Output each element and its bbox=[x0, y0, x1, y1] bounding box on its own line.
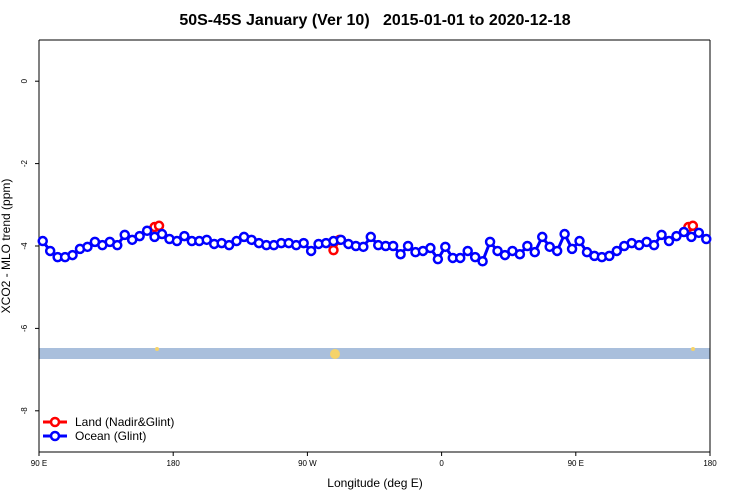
data-point bbox=[335, 234, 347, 246]
data-point bbox=[440, 241, 451, 253]
data-point bbox=[499, 249, 511, 261]
x-axis-label: Longitude (deg E) bbox=[327, 476, 422, 490]
x-tick-label: 90 E bbox=[568, 459, 584, 468]
data-point bbox=[462, 245, 473, 257]
data-point bbox=[514, 248, 526, 260]
data-point bbox=[432, 253, 444, 265]
data-point bbox=[179, 230, 190, 242]
coverage-marker bbox=[330, 349, 340, 359]
legend-marker bbox=[49, 430, 61, 442]
data-point bbox=[231, 235, 242, 247]
data-point bbox=[134, 230, 145, 242]
data-point bbox=[656, 229, 667, 241]
data-point bbox=[469, 251, 481, 263]
coverage-marker bbox=[155, 347, 159, 351]
y-tick-label: -4 bbox=[20, 242, 29, 250]
data-point bbox=[477, 255, 488, 267]
data-point bbox=[153, 220, 165, 232]
data-point bbox=[358, 241, 369, 253]
data-point bbox=[156, 228, 168, 240]
data-point bbox=[454, 252, 466, 264]
data-point bbox=[522, 240, 533, 252]
y-tick-label: -8 bbox=[20, 407, 29, 415]
data-point bbox=[693, 227, 705, 239]
data-point bbox=[298, 237, 309, 249]
coverage-marker bbox=[691, 347, 695, 351]
legend-label: Land (Nadir&Glint) bbox=[75, 415, 174, 429]
data-point bbox=[484, 236, 496, 248]
data-point bbox=[119, 229, 130, 241]
data-point bbox=[387, 240, 399, 252]
chart-title: 50S-45S January (Ver 10) 2015-01-01 to 2… bbox=[179, 12, 570, 29]
data-point bbox=[365, 231, 377, 243]
data-point bbox=[701, 233, 712, 245]
data-point bbox=[678, 226, 690, 238]
x-tick-label: 180 bbox=[167, 459, 181, 468]
data-point bbox=[82, 241, 93, 253]
data-point bbox=[551, 245, 563, 257]
data-point bbox=[648, 239, 660, 251]
data-point bbox=[67, 249, 78, 261]
x-tick-label: 90 W bbox=[298, 459, 317, 468]
data-point bbox=[305, 245, 317, 257]
data-point bbox=[171, 235, 183, 247]
data-point bbox=[395, 248, 406, 260]
data-point bbox=[529, 246, 541, 258]
data-point bbox=[44, 245, 56, 257]
data-point bbox=[611, 245, 623, 257]
data-point bbox=[402, 240, 414, 252]
data-point bbox=[537, 231, 548, 243]
y-tick-label: 0 bbox=[20, 78, 29, 83]
legend-marker bbox=[49, 416, 61, 428]
coverage-band bbox=[39, 348, 710, 359]
data-point bbox=[425, 242, 436, 254]
x-tick-label: 180 bbox=[703, 459, 717, 468]
data-point bbox=[223, 239, 235, 251]
data-point bbox=[604, 250, 615, 262]
data-point bbox=[544, 241, 555, 253]
data-point bbox=[328, 244, 339, 256]
y-tick-label: -2 bbox=[20, 159, 29, 167]
data-point bbox=[492, 245, 503, 257]
data-point bbox=[574, 235, 585, 247]
data-point bbox=[201, 234, 212, 246]
data-point bbox=[141, 225, 153, 237]
data-point bbox=[687, 220, 699, 232]
data-point bbox=[37, 235, 48, 247]
x-tick-label: 0 bbox=[439, 459, 444, 468]
y-tick-label: -6 bbox=[20, 324, 29, 332]
data-point bbox=[566, 243, 578, 255]
x-tick-label: 90 E bbox=[31, 459, 47, 468]
data-point bbox=[663, 235, 675, 247]
y-axis-label: XCO2 - MLO trend (ppm) bbox=[0, 179, 13, 314]
data-point bbox=[559, 228, 570, 240]
data-point bbox=[112, 239, 123, 251]
legend-label: Ocean (Glint) bbox=[75, 429, 146, 443]
data-point bbox=[671, 230, 682, 242]
data-point bbox=[686, 231, 697, 243]
